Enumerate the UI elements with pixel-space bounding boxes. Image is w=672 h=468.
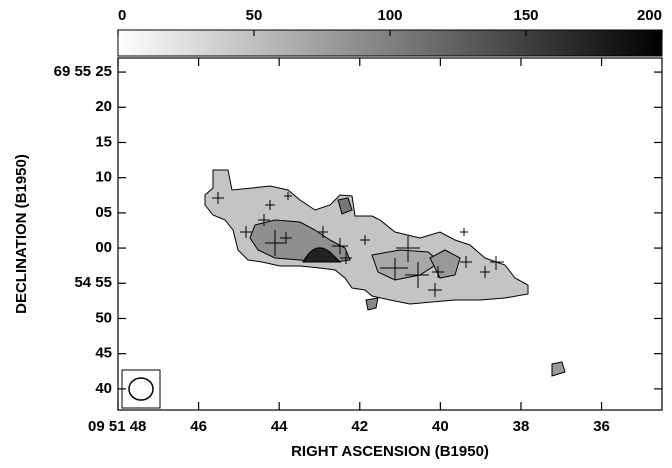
emission-map bbox=[204, 169, 566, 377]
x-tick-label: 36 bbox=[593, 418, 610, 435]
polarization-vectors bbox=[212, 192, 504, 297]
y-tick-label: 40 bbox=[95, 380, 112, 397]
y-tick-label: 69 55 25 bbox=[54, 63, 112, 80]
y-tick-label: 50 bbox=[95, 309, 112, 326]
x-tick-label: 44 bbox=[271, 418, 288, 435]
y-axis-label: DECLINATION (B1950) bbox=[13, 154, 30, 314]
colorbar-tick-label: 200 bbox=[637, 7, 662, 24]
x-tick-label: 09 51 48 bbox=[88, 418, 146, 435]
y-tick-label: 20 bbox=[95, 98, 112, 115]
y-tick-label: 54 55 bbox=[74, 274, 112, 291]
x-tick-label: 42 bbox=[351, 418, 368, 435]
x-tick-label: 38 bbox=[513, 418, 530, 435]
beam bbox=[128, 377, 154, 401]
y-tick-label: 05 bbox=[95, 204, 112, 221]
beam-box bbox=[121, 369, 161, 409]
plot-frame bbox=[117, 57, 663, 411]
y-tick-label: 00 bbox=[95, 239, 112, 256]
x-tick-label: 46 bbox=[190, 418, 207, 435]
colorbar-tick-label: 100 bbox=[377, 7, 402, 24]
y-tick-label: 10 bbox=[95, 169, 112, 186]
x-tick-label: 40 bbox=[432, 418, 449, 435]
x-axis-label: RIGHT ASCENSION (B1950) bbox=[291, 443, 489, 460]
y-tick-label: 15 bbox=[95, 133, 112, 150]
colorbar-tick-label: 0 bbox=[118, 7, 126, 24]
colorbar-tick-label: 150 bbox=[513, 7, 538, 24]
colorbar-tick-label: 50 bbox=[246, 7, 263, 24]
y-tick-label: 45 bbox=[95, 345, 112, 362]
